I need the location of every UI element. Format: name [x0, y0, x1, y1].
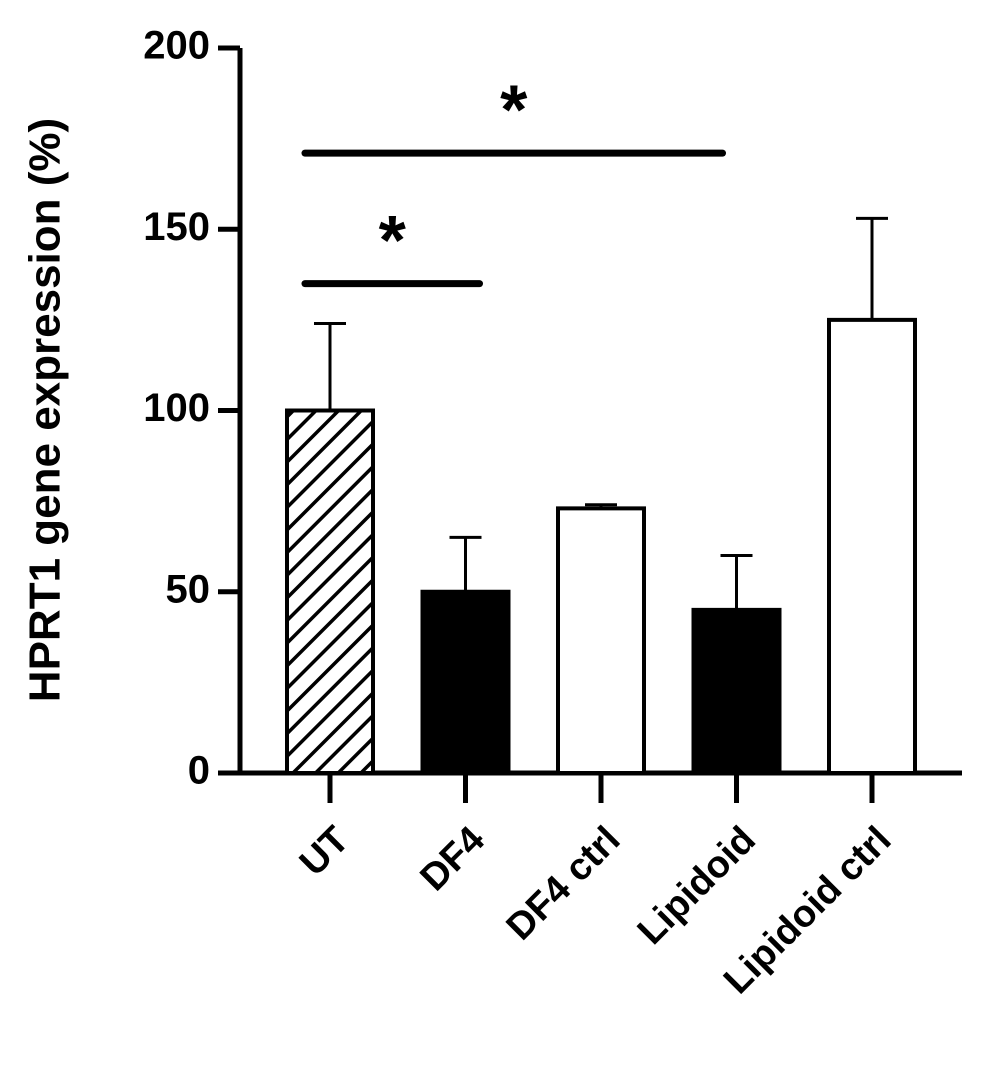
y-tick-label: 200: [143, 24, 210, 68]
x-tick-label: UT: [292, 819, 358, 885]
x-tick-label: DF4 ctrl: [499, 819, 629, 949]
y-tick-label: 50: [166, 567, 211, 611]
y-tick-label: 150: [143, 205, 210, 249]
y-tick-label: 0: [188, 749, 210, 793]
y-axis-label: HPRT1 gene expression (%): [21, 118, 70, 702]
y-tick-label: 100: [143, 386, 210, 430]
bar: [556, 506, 646, 775]
bar: [827, 317, 917, 775]
significance-label: *: [379, 201, 407, 279]
bar: [420, 589, 511, 775]
significance-label: *: [500, 71, 528, 149]
bar: [285, 408, 375, 775]
x-tick-label: DF4: [412, 819, 492, 899]
x-tick-label: Lipidoid: [630, 819, 764, 953]
bar: [691, 607, 782, 775]
